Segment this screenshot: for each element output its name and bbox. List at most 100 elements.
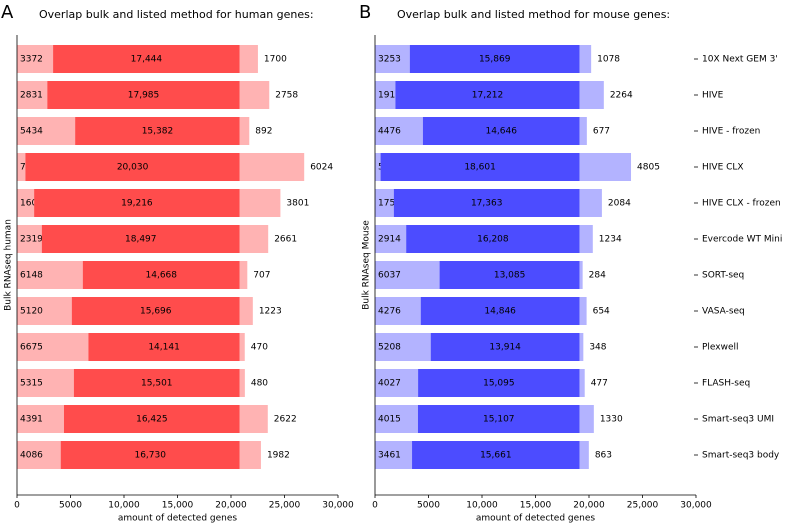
bar-segment xyxy=(17,405,64,433)
value-label: 16,425 xyxy=(136,415,168,425)
value-label: 14,646 xyxy=(485,127,517,137)
value-label: 2264 xyxy=(610,91,633,101)
bar-segment xyxy=(412,441,580,469)
value-label: 19,216 xyxy=(121,199,153,209)
bar-segment xyxy=(375,189,394,217)
bar-segment xyxy=(579,405,594,433)
bar-segment xyxy=(53,45,240,73)
bar-segment xyxy=(239,441,261,469)
value-label: 3461 xyxy=(378,451,401,461)
x-tick-label: 30,000 xyxy=(680,501,712,511)
value-label: 6037 xyxy=(378,271,401,281)
value-label: 2831 xyxy=(20,91,43,101)
x-tick-label: 5000 xyxy=(417,501,440,511)
value-label: 13,085 xyxy=(494,271,526,281)
value-label: 1982 xyxy=(267,451,290,461)
bar-segment xyxy=(25,153,240,181)
bar-segment xyxy=(239,153,305,181)
bar-segment xyxy=(406,225,580,253)
value-label: 284 xyxy=(589,271,606,281)
bar-segment xyxy=(439,261,580,289)
bar-segment xyxy=(47,81,240,109)
value-label: 15,661 xyxy=(480,451,512,461)
bar-segment xyxy=(239,117,250,145)
value-label: 6024 xyxy=(310,163,333,173)
bar-segment xyxy=(17,189,35,217)
value-label: 654 xyxy=(593,307,610,317)
bar-segment xyxy=(395,81,580,109)
y-axis-label: Bulk RNAseq human xyxy=(4,219,14,311)
bar-segment xyxy=(579,261,583,289)
category-label: Plexwell xyxy=(702,343,739,353)
value-label: 477 xyxy=(591,379,608,389)
value-label: 5208 xyxy=(378,343,401,353)
value-label: 15,869 xyxy=(479,55,511,65)
bar-segment xyxy=(420,297,580,325)
bar-segment xyxy=(88,333,240,361)
bar-segment xyxy=(579,333,584,361)
value-label: 1700 xyxy=(264,55,287,65)
bar-segment xyxy=(17,153,26,181)
bar-segment xyxy=(375,117,423,145)
x-tick-label: 0 xyxy=(372,501,378,511)
category-label: VASA-seq xyxy=(702,307,745,317)
value-label: 15,095 xyxy=(483,379,515,389)
bar-segment xyxy=(375,297,421,325)
value-label: 2914 xyxy=(378,235,401,245)
value-label: 2319 xyxy=(20,235,43,245)
x-axis-label: amount of detected genes xyxy=(476,514,596,524)
bar-segment xyxy=(17,45,54,73)
value-label: 4015 xyxy=(378,415,401,425)
value-label: 1223 xyxy=(259,307,282,317)
bar-segment xyxy=(17,81,48,109)
x-tick-label: 15,000 xyxy=(520,501,552,511)
value-label: 15,696 xyxy=(140,307,172,317)
value-label: 1910 xyxy=(378,91,401,101)
bar-segment xyxy=(17,117,76,145)
bar-segment xyxy=(239,261,248,289)
x-tick-label: 20,000 xyxy=(215,501,247,511)
value-label: 4086 xyxy=(20,451,43,461)
bar-segment xyxy=(41,225,240,253)
value-label: 14,846 xyxy=(484,307,516,317)
bar-segment xyxy=(73,369,240,397)
value-label: 3253 xyxy=(378,55,401,65)
bar-segment xyxy=(239,45,258,73)
x-tick-label: 15,000 xyxy=(162,501,194,511)
category-label: Smart-seq3 UMI xyxy=(702,415,774,425)
x-tick-label: 10,000 xyxy=(108,501,140,511)
value-label: 3801 xyxy=(286,199,309,209)
x-tick-label: 25,000 xyxy=(627,501,659,511)
value-label: 5434 xyxy=(20,127,43,137)
bar-segment xyxy=(239,333,245,361)
bar-segment xyxy=(17,441,61,469)
value-label: 6148 xyxy=(20,271,43,281)
bar-segment xyxy=(375,369,419,397)
value-label: 677 xyxy=(593,127,610,137)
bar-segment xyxy=(579,153,632,181)
y-axis-label: Bulk RNAseq Mouse xyxy=(362,220,372,310)
value-label: 707 xyxy=(253,271,270,281)
value-label: 2622 xyxy=(274,415,297,425)
value-label: 4476 xyxy=(378,127,401,137)
value-label: 4805 xyxy=(637,163,660,173)
value-label: 1600 xyxy=(20,199,43,209)
bar-segment xyxy=(430,333,580,361)
value-label: 18,601 xyxy=(464,163,496,173)
category-label: HIVE xyxy=(702,91,724,101)
bar-segment xyxy=(239,189,281,217)
bar-segment xyxy=(60,441,240,469)
x-tick-label: 25,000 xyxy=(269,501,301,511)
x-axis-label: amount of detected genes xyxy=(118,514,238,524)
bar-segment xyxy=(63,405,240,433)
value-label: 480 xyxy=(251,379,268,389)
value-label: 6675 xyxy=(20,343,43,353)
value-label: 4027 xyxy=(378,379,401,389)
bar-segment xyxy=(417,405,580,433)
value-label: 5315 xyxy=(20,379,43,389)
bar-segment xyxy=(409,45,580,73)
category-label: FLASH-seq xyxy=(702,379,750,389)
value-label: 863 xyxy=(595,451,612,461)
category-label: HIVE - frozen xyxy=(702,127,760,137)
bar-segment xyxy=(17,225,42,253)
